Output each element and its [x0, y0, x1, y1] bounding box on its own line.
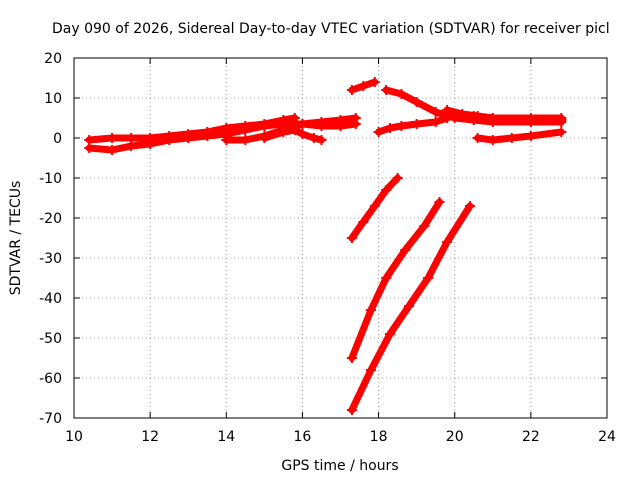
data-point	[346, 233, 357, 243]
data-point	[472, 111, 483, 121]
data-point	[381, 273, 392, 283]
data-point	[434, 197, 445, 207]
data-point	[316, 117, 327, 127]
data-point	[487, 113, 498, 123]
data-point	[556, 127, 567, 137]
data-point	[373, 127, 384, 137]
data-point	[350, 113, 361, 123]
chart-title: Day 090 of 2026, Sidereal Day-to-day VTE…	[52, 21, 610, 37]
data-point	[316, 135, 327, 145]
y-tick-label: 10	[44, 91, 62, 107]
data-point	[358, 217, 369, 227]
x-axis-label: GPS time / hours	[281, 458, 398, 474]
data-point	[221, 123, 232, 133]
x-tick-label: 18	[370, 429, 388, 445]
data-point	[84, 135, 95, 145]
data-point	[240, 135, 251, 145]
data-point	[464, 201, 475, 211]
data-point	[556, 113, 567, 123]
y-tick-label: -20	[39, 211, 62, 227]
data-point	[259, 119, 270, 129]
y-axis-label: SDTVAR / TECUs	[8, 181, 24, 296]
data-point	[308, 133, 319, 143]
data-point	[411, 97, 422, 107]
data-point	[381, 85, 392, 95]
y-tick-label: -40	[39, 291, 62, 307]
data-point	[202, 127, 213, 137]
series-group	[84, 77, 567, 415]
x-tick-label: 24	[598, 429, 616, 445]
data-point	[396, 121, 407, 131]
y-tick-label: 20	[44, 51, 62, 67]
data-point	[289, 113, 300, 123]
y-tick-label: -70	[39, 411, 62, 427]
data-point	[221, 135, 232, 145]
data-point	[384, 329, 395, 339]
data-point	[525, 131, 536, 141]
plot-frame	[73, 57, 608, 419]
x-tick-label: 14	[217, 429, 235, 445]
data-point	[369, 77, 380, 87]
y-tick-label: 0	[53, 131, 62, 147]
data-point	[145, 133, 156, 143]
x-tick-label: 20	[446, 429, 464, 445]
data-point	[107, 145, 118, 155]
y-tick-label: -10	[39, 171, 62, 187]
data-point	[423, 273, 434, 283]
y-tick-label: -60	[39, 371, 62, 387]
data-point	[278, 127, 289, 137]
data-point	[430, 107, 441, 117]
data-point	[384, 123, 395, 133]
data-point	[506, 133, 517, 143]
data-point	[126, 133, 137, 143]
data-point	[487, 135, 498, 145]
data-point	[346, 405, 357, 415]
axis-ticks: 10 12 14 16 18 20 22 24 20 10 0 -10 -20 -30 -40 -50 -60 -…	[39, 51, 616, 445]
data-point	[457, 109, 468, 119]
data-point	[396, 89, 407, 99]
data-point	[164, 131, 175, 141]
series-track-11	[348, 198, 443, 362]
data-point	[346, 85, 357, 95]
data-point	[297, 129, 308, 139]
data-point	[107, 133, 118, 143]
data-point	[381, 185, 392, 195]
data-point	[411, 119, 422, 129]
data-point	[442, 237, 453, 247]
data-point	[472, 133, 483, 143]
data-point	[365, 365, 376, 375]
data-point	[392, 173, 403, 183]
data-point	[430, 117, 441, 127]
data-point	[289, 125, 300, 135]
data-point	[369, 201, 380, 211]
data-point	[400, 245, 411, 255]
data-point	[419, 221, 430, 231]
data-point	[335, 115, 346, 125]
data-point	[358, 81, 369, 91]
data-point	[297, 119, 308, 129]
y-tick-label: -30	[39, 251, 62, 267]
data-point	[278, 115, 289, 125]
data-point	[525, 113, 536, 123]
data-point	[240, 121, 251, 131]
data-point	[183, 129, 194, 139]
data-point	[365, 305, 376, 315]
x-tick-label: 12	[141, 429, 159, 445]
data-point	[259, 133, 270, 143]
x-tick-label: 16	[294, 429, 312, 445]
x-tick-label: 22	[522, 429, 540, 445]
data-point	[346, 353, 357, 363]
y-tick-label: -50	[39, 331, 62, 347]
data-point	[442, 105, 453, 115]
data-point	[404, 301, 415, 311]
x-tick-label: 10	[65, 429, 83, 445]
